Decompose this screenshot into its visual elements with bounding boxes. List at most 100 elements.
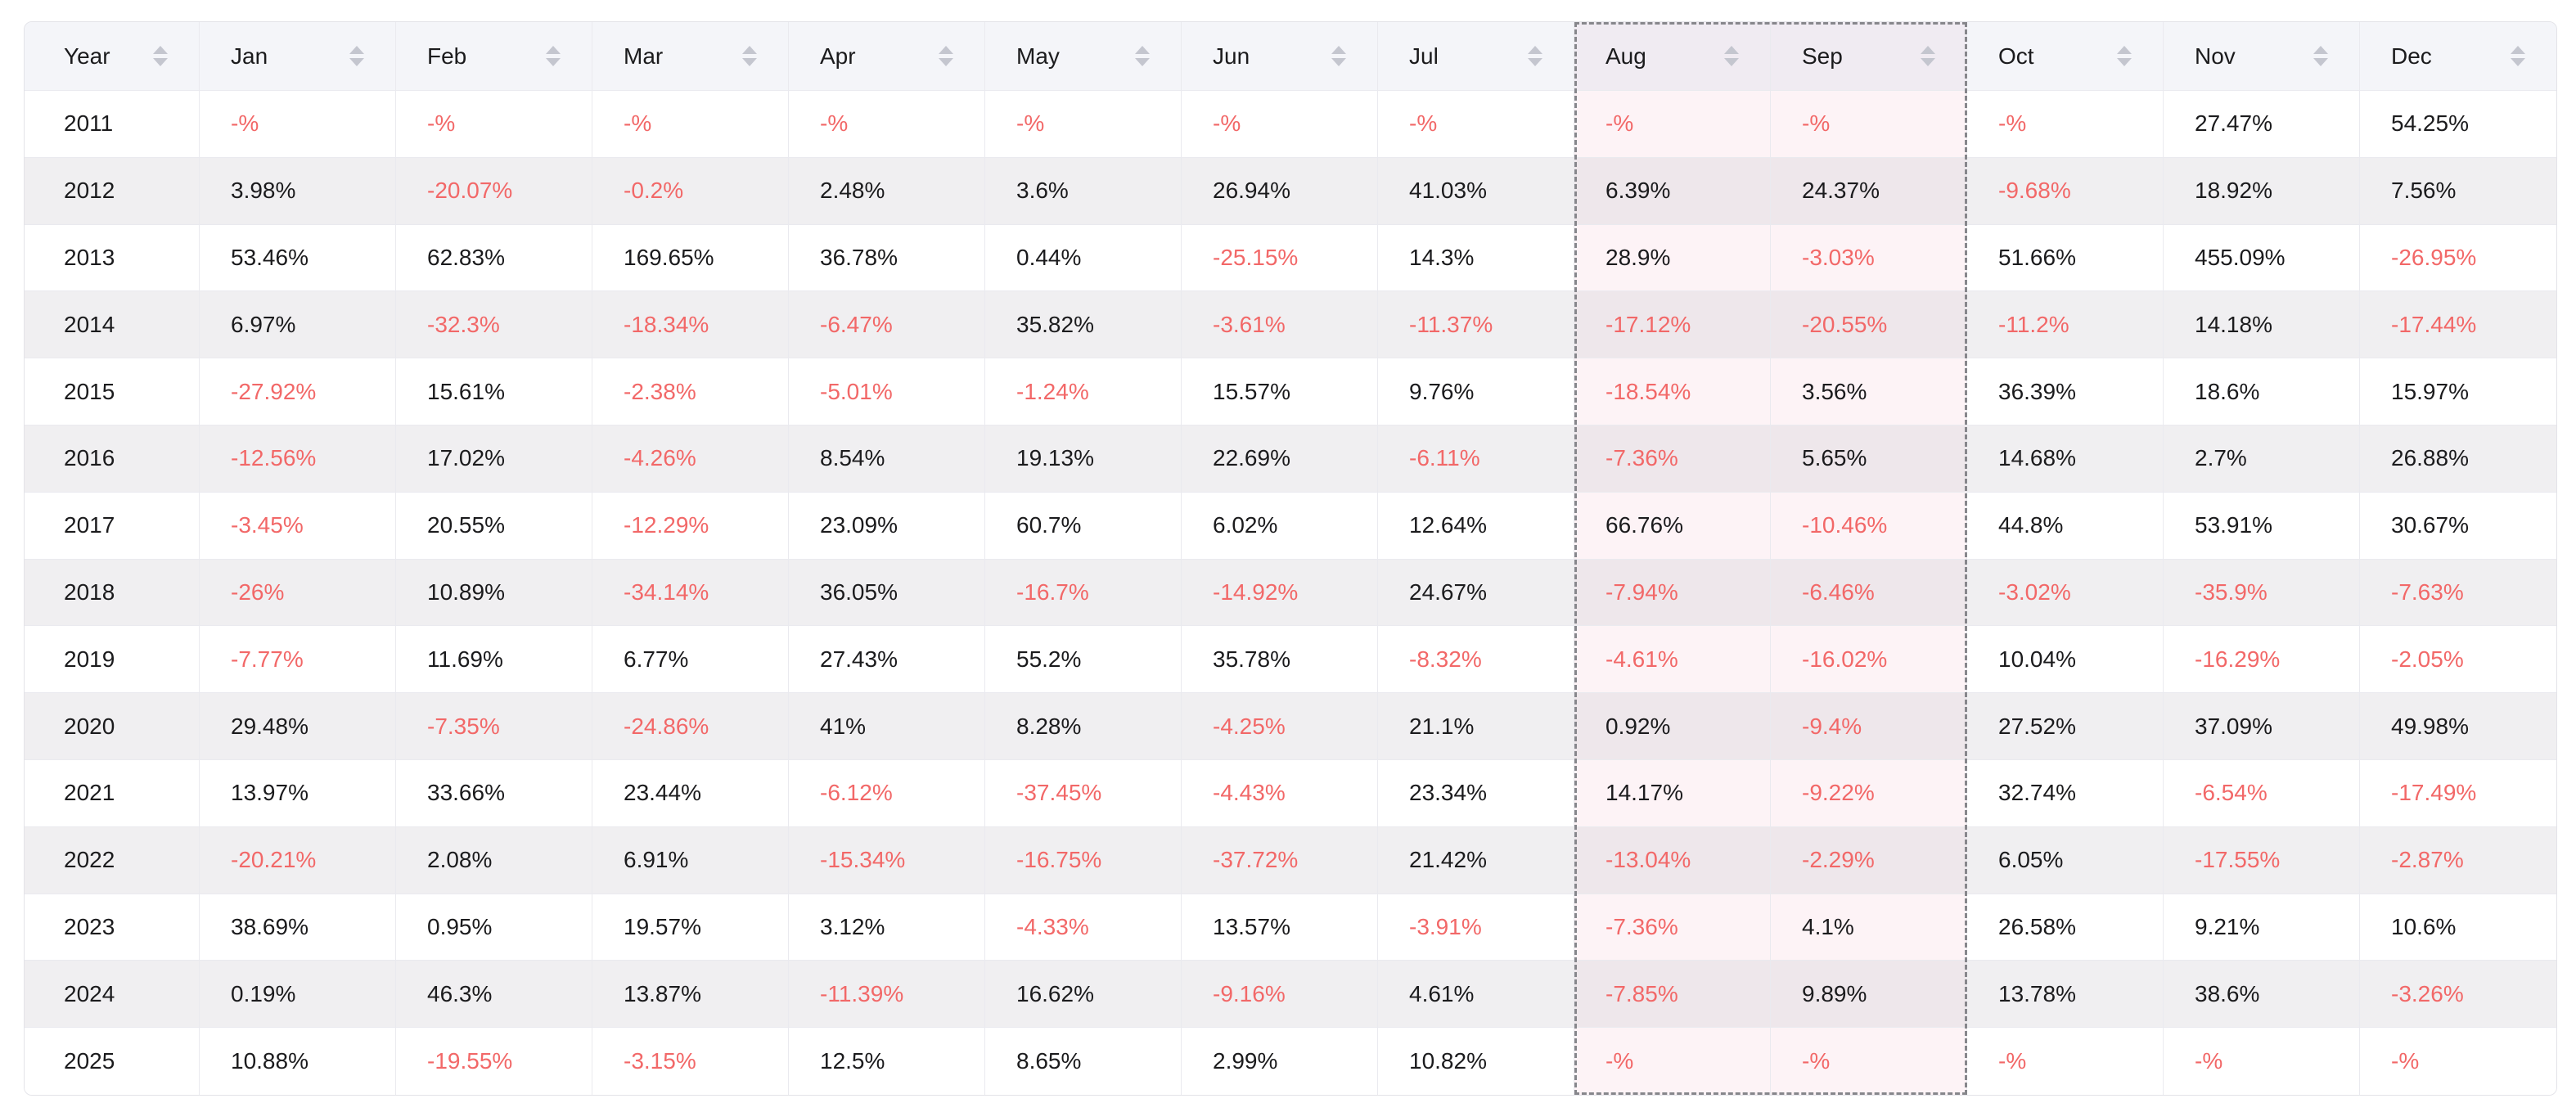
value-cell: -10.46% xyxy=(1771,492,1967,560)
value-cell: 13.87% xyxy=(592,961,789,1029)
sort-icon[interactable] xyxy=(1921,46,1935,66)
value-cell: 18.6% xyxy=(2164,358,2360,425)
value-cell: -9.16% xyxy=(1182,961,1378,1029)
value-cell: -4.43% xyxy=(1182,759,1378,827)
sort-icon[interactable] xyxy=(2511,46,2525,66)
value-cell: 23.44% xyxy=(592,759,789,827)
value-cell: 9.89% xyxy=(1771,961,1967,1029)
value-cell: 27.43% xyxy=(789,626,985,694)
sort-desc-icon xyxy=(939,58,953,66)
year-cell: 2019 xyxy=(25,626,200,694)
column-header-label: Jan xyxy=(231,43,268,69)
value-cell: 2.48% xyxy=(789,157,985,225)
value-cell: -16.29% xyxy=(2164,626,2360,694)
sort-desc-icon xyxy=(153,58,168,66)
sort-icon[interactable] xyxy=(153,46,168,66)
sort-icon[interactable] xyxy=(546,46,561,66)
value-cell: 14.3% xyxy=(1378,224,1574,292)
value-cell: 60.7% xyxy=(985,492,1182,560)
column-header-label: Nov xyxy=(2195,43,2236,69)
value-cell: 9.21% xyxy=(2164,894,2360,961)
value-cell: 4.1% xyxy=(1771,894,1967,961)
value-cell: -2.05% xyxy=(2360,626,2556,694)
value-cell: 62.83% xyxy=(396,224,592,292)
value-cell: -17.44% xyxy=(2360,291,2556,359)
sort-icon[interactable] xyxy=(1331,46,1346,66)
value-cell: 12.5% xyxy=(789,1028,985,1095)
year-cell: 2025 xyxy=(25,1028,200,1095)
column-header-feb[interactable]: Feb xyxy=(396,22,592,91)
value-cell: -% xyxy=(200,91,396,158)
sort-desc-icon xyxy=(1528,58,1542,66)
sort-icon[interactable] xyxy=(2313,46,2328,66)
value-cell: 8.28% xyxy=(985,693,1182,760)
value-cell: -5.01% xyxy=(789,358,985,425)
value-cell: -26% xyxy=(200,559,396,627)
column-header-jul[interactable]: Jul xyxy=(1378,22,1574,91)
sort-icon[interactable] xyxy=(939,46,953,66)
value-cell: 0.92% xyxy=(1574,693,1771,760)
value-cell: 36.39% xyxy=(1967,358,2164,425)
value-cell: 37.09% xyxy=(2164,693,2360,760)
value-cell: -6.54% xyxy=(2164,759,2360,827)
value-cell: -4.26% xyxy=(592,425,789,493)
value-cell: 23.09% xyxy=(789,492,985,560)
column-header-apr[interactable]: Apr xyxy=(789,22,985,91)
value-cell: -% xyxy=(1771,1028,1967,1095)
value-cell: -14.92% xyxy=(1182,559,1378,627)
column-header-mar[interactable]: Mar xyxy=(592,22,789,91)
value-cell: -3.45% xyxy=(200,492,396,560)
sort-icon[interactable] xyxy=(2117,46,2132,66)
sort-desc-icon xyxy=(546,58,561,66)
year-cell: 2018 xyxy=(25,559,200,627)
value-cell: 32.74% xyxy=(1967,759,2164,827)
returns-grid: Year Jan Feb Mar Apr May Jun Jul Aug Sep Oct Nov Dec… xyxy=(25,22,2556,1095)
sort-icon[interactable] xyxy=(742,46,757,66)
value-cell: 3.98% xyxy=(200,157,396,225)
sort-asc-icon xyxy=(1135,46,1150,54)
column-header-jun[interactable]: Jun xyxy=(1182,22,1378,91)
value-cell: -13.04% xyxy=(1574,826,1771,894)
column-header-dec[interactable]: Dec xyxy=(2360,22,2556,91)
value-cell: 0.44% xyxy=(985,224,1182,292)
value-cell: 53.46% xyxy=(200,224,396,292)
column-header-jan[interactable]: Jan xyxy=(200,22,396,91)
value-cell: -24.86% xyxy=(592,693,789,760)
value-cell: 41.03% xyxy=(1378,157,1574,225)
value-cell: -% xyxy=(1574,91,1771,158)
sort-icon[interactable] xyxy=(1724,46,1739,66)
value-cell: 10.04% xyxy=(1967,626,2164,694)
value-cell: -4.33% xyxy=(985,894,1182,961)
sort-asc-icon xyxy=(742,46,757,54)
column-header-year[interactable]: Year xyxy=(25,22,200,91)
value-cell: 19.13% xyxy=(985,425,1182,493)
value-cell: 28.9% xyxy=(1574,224,1771,292)
value-cell: 46.3% xyxy=(396,961,592,1029)
value-cell: -7.63% xyxy=(2360,559,2556,627)
value-cell: 14.68% xyxy=(1967,425,2164,493)
value-cell: -3.26% xyxy=(2360,961,2556,1029)
sort-icon[interactable] xyxy=(1135,46,1150,66)
sort-asc-icon xyxy=(1331,46,1346,54)
sort-desc-icon xyxy=(2117,58,2132,66)
sort-icon[interactable] xyxy=(349,46,364,66)
sort-icon[interactable] xyxy=(1528,46,1542,66)
sort-asc-icon xyxy=(2313,46,2328,54)
value-cell: 30.67% xyxy=(2360,492,2556,560)
column-header-sep[interactable]: Sep xyxy=(1771,22,1967,91)
value-cell: 55.2% xyxy=(985,626,1182,694)
column-header-may[interactable]: May xyxy=(985,22,1182,91)
value-cell: -% xyxy=(1967,91,2164,158)
value-cell: 8.65% xyxy=(985,1028,1182,1095)
column-header-oct[interactable]: Oct xyxy=(1967,22,2164,91)
value-cell: -1.24% xyxy=(985,358,1182,425)
value-cell: 3.56% xyxy=(1771,358,1967,425)
value-cell: -2.87% xyxy=(2360,826,2556,894)
value-cell: 41% xyxy=(789,693,985,760)
value-cell: -18.54% xyxy=(1574,358,1771,425)
column-header-aug[interactable]: Aug xyxy=(1574,22,1771,91)
value-cell: -7.77% xyxy=(200,626,396,694)
value-cell: 2.99% xyxy=(1182,1028,1378,1095)
value-cell: 38.6% xyxy=(2164,961,2360,1029)
column-header-nov[interactable]: Nov xyxy=(2164,22,2360,91)
